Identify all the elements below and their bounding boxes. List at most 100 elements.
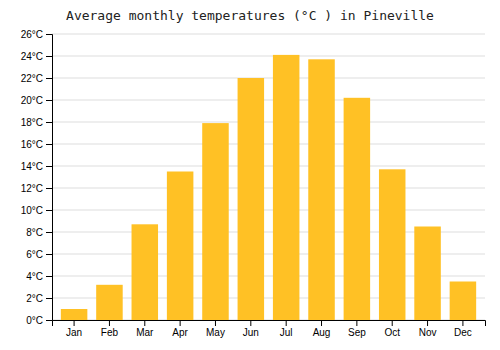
x-tick-label: Jan (66, 327, 82, 338)
y-tick-mark (46, 78, 52, 79)
x-axis: Jan Feb Mar Apr May Jun Jul Aug Sep Oct Nov Dec (53, 320, 486, 338)
y-tick-label: 2°C (26, 293, 43, 304)
y-tick-mark (46, 166, 52, 167)
x-tick-mark (180, 320, 181, 326)
bar (96, 285, 123, 320)
x-tick: May (206, 320, 225, 338)
x-tick-label: May (206, 327, 225, 338)
y-tick-mark (46, 232, 52, 233)
x-tick: Mar (136, 320, 154, 338)
bar (379, 169, 406, 320)
y-tick: 0°C (26, 315, 52, 326)
y-tick-label: 12°C (21, 183, 43, 194)
y-tick: 26°C (21, 29, 52, 40)
x-tick-label: Sep (348, 327, 366, 338)
y-tick-label: 24°C (21, 51, 43, 62)
x-tick: Jun (243, 320, 259, 338)
chart: Average monthly temperatures (°C ) in Pi… (0, 0, 500, 350)
grid-line (52, 210, 485, 211)
grid-line (52, 188, 485, 189)
x-tick: Feb (101, 320, 119, 338)
y-tick-mark (46, 254, 52, 255)
x-tick-label: Mar (136, 327, 154, 338)
y-tick: 10°C (21, 205, 52, 216)
x-tick-mark (286, 320, 287, 326)
x-tick-label: Dec (454, 327, 472, 338)
y-tick-label: 16°C (21, 139, 43, 150)
y-tick-mark (46, 56, 52, 57)
x-tick-mark (144, 320, 145, 326)
x-tick-mark (392, 320, 393, 326)
bar (308, 59, 335, 320)
bar (132, 224, 159, 320)
x-tick: Oct (384, 320, 400, 338)
y-tick-label: 4°C (26, 271, 43, 282)
x-tick-label: Oct (384, 327, 400, 338)
y-tick: 8°C (26, 227, 52, 238)
grid-line (52, 34, 485, 35)
y-tick-mark (46, 100, 52, 101)
x-tick-mark (321, 320, 322, 326)
y-tick-label: 20°C (21, 95, 43, 106)
x-tick: Jul (280, 320, 293, 338)
y-tick-mark (46, 34, 52, 35)
x-tick: Dec (454, 320, 472, 338)
title: Average monthly temperatures (°C ) in Pi… (66, 8, 434, 23)
y-tick: 4°C (26, 271, 52, 282)
x-tick: Jan (66, 320, 82, 338)
x-tick-mark (462, 320, 463, 326)
y-tick: 6°C (26, 249, 52, 260)
x-tick-label: Aug (313, 327, 331, 338)
y-tick-label: 6°C (26, 249, 43, 260)
y-tick-mark (46, 298, 52, 299)
x-tick-mark (215, 320, 216, 326)
y-tick-label: 18°C (21, 117, 43, 128)
y-tick-label: 10°C (21, 205, 43, 216)
y-tick-mark (46, 320, 52, 321)
bar (238, 78, 265, 320)
x-tick-mark (250, 320, 251, 326)
bar (450, 282, 477, 321)
y-tick: 22°C (21, 73, 52, 84)
plot: 0°C 2°C 4°C 6°C 8°C 10°C 12°C 14°C 16°C 18°C 20°C 2… (21, 29, 486, 338)
y-tick-mark (46, 276, 52, 277)
grid-line (52, 144, 485, 145)
x-tick: Aug (313, 320, 331, 338)
y-tick-mark (46, 144, 52, 145)
y-tick-label: 0°C (26, 315, 43, 326)
grid-line (52, 166, 485, 167)
x-tick-mark (356, 320, 357, 326)
grid-line (52, 122, 485, 123)
y-tick: 2°C (26, 293, 52, 304)
y-tick-label: 22°C (21, 73, 43, 84)
y-tick-mark (46, 188, 52, 189)
y-tick-label: 8°C (26, 227, 43, 238)
bar (273, 55, 300, 320)
x-tick: Sep (348, 320, 366, 338)
bar (414, 227, 441, 321)
y-tick: 24°C (21, 51, 52, 62)
x-tick-label: Nov (419, 327, 437, 338)
y-tick: 20°C (21, 95, 52, 106)
x-tick-mark (74, 320, 75, 326)
x-tick: Nov (419, 320, 437, 338)
y-tick: 12°C (21, 183, 52, 194)
y-tick: 18°C (21, 117, 52, 128)
y-tick-mark (46, 210, 52, 211)
y-tick-label: 26°C (21, 29, 43, 40)
x-tick-label: Feb (101, 327, 119, 338)
x-tick: Apr (172, 320, 188, 338)
bar (167, 172, 194, 321)
y-tick-mark (46, 122, 52, 123)
y-axis: 0°C 2°C 4°C 6°C 8°C 10°C 12°C 14°C 16°C 18°C 20°C 2… (21, 29, 53, 326)
y-axis-line (46, 35, 53, 321)
y-tick: 14°C (21, 161, 52, 172)
x-tick-label: Jul (280, 327, 293, 338)
x-tick-label: Apr (172, 327, 188, 338)
grid-line (52, 78, 485, 79)
grid-line (52, 56, 485, 57)
y-tick: 16°C (21, 139, 52, 150)
bar (344, 98, 371, 320)
x-tick-mark (109, 320, 110, 326)
bars (61, 55, 476, 320)
